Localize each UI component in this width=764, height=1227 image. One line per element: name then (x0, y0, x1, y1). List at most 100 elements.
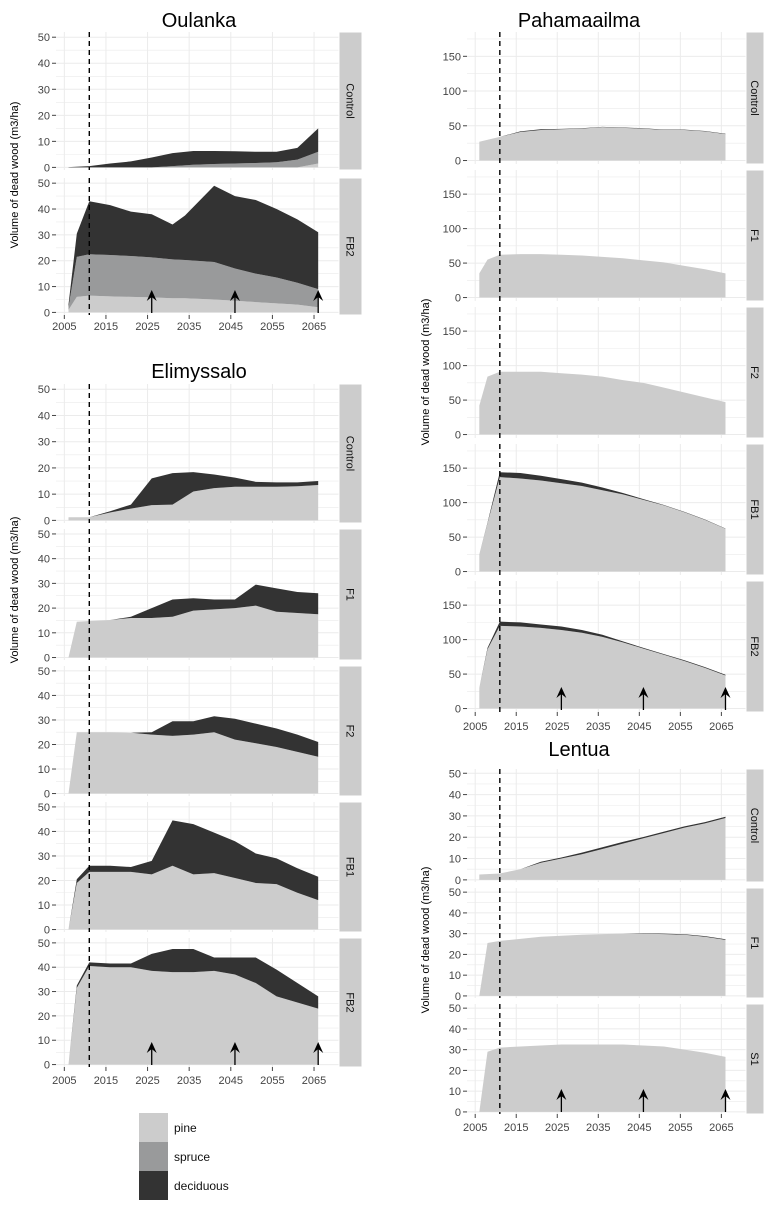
x-tick-label: 2025 (545, 721, 569, 733)
y-tick-label: 50 (449, 768, 461, 780)
x-tick-label: 2035 (586, 721, 610, 733)
facet-strip (338, 665, 363, 797)
x-tick-label: 2005 (52, 1075, 76, 1087)
area-deciduous (68, 128, 319, 168)
y-tick-label: 0 (455, 293, 461, 305)
y-tick-label: 40 (38, 690, 50, 702)
facet-strip-label: F1 (748, 937, 760, 950)
y-tick-label: 40 (38, 58, 50, 70)
panel-control: 0 10 20 30 40 50 Control (449, 768, 764, 887)
x-tick-label: 2015 (94, 321, 118, 333)
arrow-head (313, 1042, 324, 1053)
facet-strip (338, 937, 363, 1068)
area-deciduous (68, 584, 319, 658)
arrow-head (556, 1089, 567, 1100)
y-tick-label: 10 (38, 900, 50, 912)
y-tick-label: 40 (449, 790, 461, 802)
y-axis-label: Volume of dead wood (m3/ha) (420, 867, 432, 1014)
y-tick-label: 50 (449, 887, 461, 899)
y-tick-label: 50 (38, 529, 50, 541)
x-tick-label: 2035 (177, 321, 201, 333)
x-tick-label: 2055 (668, 721, 692, 733)
x-tick-label: 2015 (504, 1122, 528, 1134)
panel-control: 0 50 100 150 Control (443, 31, 764, 168)
y-tick-label: 40 (449, 908, 461, 920)
panel-f1: 0 10 20 30 40 50 F1 (449, 887, 764, 1003)
arrow-marker (556, 687, 567, 710)
facet-strip-label: S1 (748, 1052, 760, 1065)
y-tick-label: 20 (449, 949, 461, 961)
facet-strip (745, 443, 764, 576)
y-tick-label: 20 (38, 739, 50, 751)
panel-control: 0 10 20 30 40 50 Control (38, 383, 363, 527)
facet-strip (745, 887, 764, 999)
legend-label: spruce (174, 1150, 210, 1164)
y-tick-label: 100 (443, 224, 461, 236)
y-tick-label: 0 (44, 162, 50, 174)
x-tick-label: 2065 (302, 321, 326, 333)
arrow-marker (146, 290, 157, 313)
panel-f2: 0 50 100 150 F2 (443, 306, 764, 442)
facet-strip (338, 383, 363, 524)
y-tick-label: 100 (443, 86, 461, 98)
area-pine (479, 818, 726, 880)
y-tick-label: 30 (38, 715, 50, 727)
y-tick-label: 20 (38, 463, 50, 475)
y-tick-label: 0 (44, 789, 50, 801)
panel-background (56, 32, 339, 170)
x-tick-label: 2005 (463, 1122, 487, 1134)
x-tick-label: 2025 (135, 1075, 159, 1087)
chart-title: Oulanka (162, 10, 237, 32)
y-tick-label: 150 (443, 326, 461, 338)
y-tick-label: 30 (38, 987, 50, 999)
x-tick-label: 2015 (504, 721, 528, 733)
area-deciduous (68, 185, 319, 308)
area-pine (479, 1044, 726, 1112)
facet-strip (745, 1003, 764, 1115)
arrow-marker (229, 290, 240, 313)
facet-strip (338, 528, 363, 661)
arrow-marker (638, 1089, 649, 1112)
y-tick-label: 10 (38, 764, 50, 776)
y-tick-label: 10 (38, 489, 50, 501)
panel-fb1: 0 10 20 30 40 50 FB1 (38, 801, 363, 937)
facet-chart-lentua: Lentua Volume of dead wood (m3/ha) 0 10 20 30… (420, 739, 764, 1134)
area-deciduous (68, 472, 319, 518)
y-tick-label: 10 (449, 854, 461, 866)
y-tick-label: 50 (449, 1003, 461, 1015)
arrow-head (229, 1042, 240, 1053)
y-tick-label: 40 (38, 204, 50, 216)
y-tick-label: 50 (38, 178, 50, 190)
area-spruce (68, 254, 319, 310)
x-tick-label: 2025 (545, 1122, 569, 1134)
arrow-marker (229, 1042, 240, 1065)
y-tick-label: 0 (44, 653, 50, 665)
y-tick-label: 50 (38, 802, 50, 814)
area-deciduous (479, 472, 726, 555)
facet-strip-label: Control (344, 436, 356, 471)
arrow-marker (720, 687, 731, 710)
area-deciduous (479, 621, 726, 688)
facet-strip (745, 306, 764, 439)
arrow-head (556, 687, 567, 698)
facet-strip-label: F2 (344, 725, 356, 738)
legend: pine spruce deciduous (139, 1113, 229, 1200)
y-tick-label: 50 (449, 669, 461, 681)
arrow-marker (146, 1042, 157, 1065)
x-tick-label: 2065 (302, 1075, 326, 1087)
facet-strip-label: F1 (344, 588, 356, 601)
area-pine (479, 254, 726, 298)
chart-title: Elimyssalo (151, 361, 247, 383)
y-tick-label: 50 (38, 938, 50, 950)
y-tick-label: 100 (443, 361, 461, 373)
facet-strip-label: Control (748, 80, 760, 115)
arrow-head (638, 687, 649, 698)
y-tick-label: 40 (38, 410, 50, 422)
x-tick-label: 2005 (463, 721, 487, 733)
y-tick-label: 100 (443, 498, 461, 510)
y-tick-label: 0 (44, 307, 50, 319)
panel-f1: 0 50 100 150 F1 (443, 169, 764, 305)
area-deciduous (68, 716, 319, 794)
y-tick-label: 0 (455, 567, 461, 579)
